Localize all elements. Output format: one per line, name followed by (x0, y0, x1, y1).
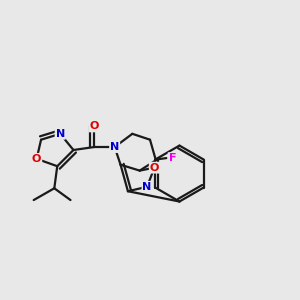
Text: F: F (169, 153, 176, 163)
Text: O: O (32, 154, 41, 164)
Text: N: N (56, 129, 65, 139)
Text: N: N (142, 182, 152, 192)
Text: O: O (89, 122, 99, 131)
Text: N: N (110, 142, 119, 152)
Text: O: O (150, 163, 159, 173)
